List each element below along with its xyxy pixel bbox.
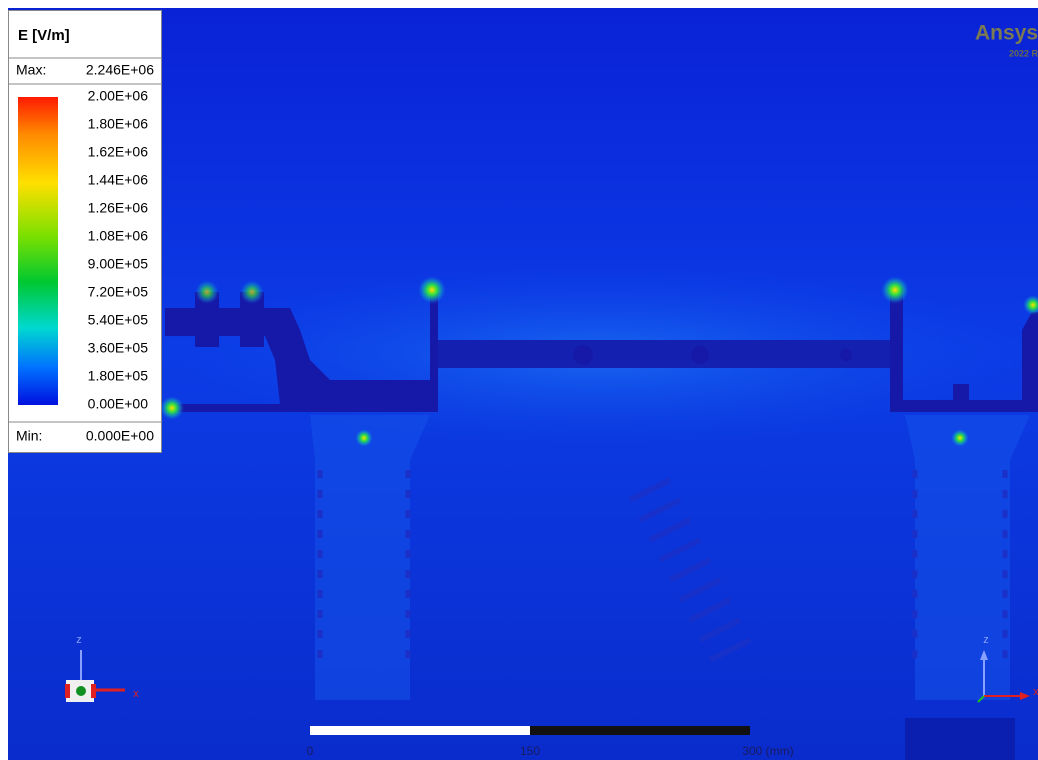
legend-level: 2.00E+06 — [88, 88, 149, 104]
axis-label: z — [983, 634, 989, 646]
axis-label: z — [76, 634, 82, 646]
legend-level: 1.26E+06 — [88, 200, 149, 216]
legend-level: 3.60E+05 — [88, 340, 149, 356]
legend-level: 1.62E+06 — [88, 144, 149, 160]
min-label: Min: — [16, 428, 42, 444]
legend-level: 1.08E+06 — [88, 228, 149, 244]
scale-label: 150 — [520, 744, 540, 758]
legend-level: 1.80E+05 — [88, 368, 149, 384]
legend-level: 0.00E+00 — [88, 396, 149, 412]
legend-level: 7.20E+05 — [88, 284, 149, 300]
scale-label: 300 (mm) — [742, 744, 793, 758]
legend-level: 1.80E+06 — [88, 116, 149, 132]
page: Ansys 2022 R E [V/m] Max: 2.246E+06 Min:… — [0, 0, 1038, 760]
scale-label: 0 — [307, 744, 314, 758]
watermark-version: 2022 R — [1009, 48, 1038, 58]
legend-level: 1.44E+06 — [88, 172, 149, 188]
legend-level: 9.00E+05 — [88, 256, 149, 272]
max-label: Max: — [16, 62, 46, 78]
watermark-brand: Ansys — [975, 22, 1038, 45]
min-value: 0.000E+00 — [86, 428, 154, 444]
max-value: 2.246E+06 — [86, 62, 154, 78]
axis-label: x — [1033, 686, 1038, 698]
color-bar — [18, 97, 58, 405]
legend-level: 5.40E+05 — [88, 312, 149, 328]
legend-title: E [V/m] — [18, 27, 70, 44]
axis-label: x — [133, 688, 139, 700]
legend: E [V/m] Max: 2.246E+06 Min: 0.000E+00 2.… — [9, 11, 162, 453]
field-view: Ansys 2022 R E [V/m] Max: 2.246E+06 Min:… — [0, 0, 1038, 760]
